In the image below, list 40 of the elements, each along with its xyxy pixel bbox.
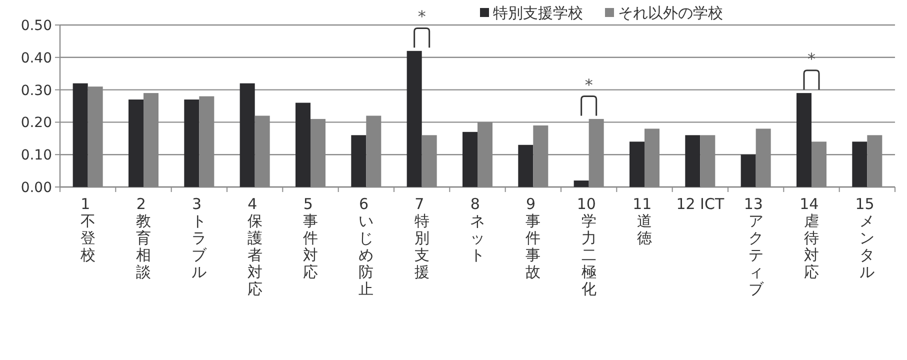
x-tick-label: 7 特別支援 [414, 195, 430, 281]
bar [518, 144, 534, 187]
bar [240, 83, 255, 187]
bar [796, 93, 812, 187]
x-tick-label: 13 アクティブ [744, 195, 768, 298]
y-tick-label: 0.40 [20, 50, 52, 66]
annotation: * [584, 75, 593, 94]
legend-label: それ以外の学校 [618, 4, 723, 22]
bar [462, 132, 478, 187]
legend-label: 特別支援学校 [493, 4, 583, 22]
y-tick-label: 0.30 [20, 82, 52, 99]
bar [72, 83, 88, 187]
bar [406, 50, 422, 187]
y-tick-label: 0.10 [20, 148, 52, 164]
x-tick-label: 5 事件対応 [303, 195, 318, 281]
x-tick-label: 6 いじめ防止 [358, 195, 374, 298]
bar [630, 142, 644, 187]
x-tick-label: 9 事件事故 [526, 195, 541, 281]
bar [852, 142, 868, 187]
x-tick-label: 10 学力二極化 [576, 195, 601, 298]
bar [128, 100, 144, 187]
x-tick-label: 11 道徳 [632, 195, 656, 247]
x-tick-label: 1 不登校 [79, 195, 96, 264]
x-tick-label: 3 トラブル [192, 195, 208, 281]
bar [685, 135, 700, 187]
x-tick-label: 2 教育相談 [136, 195, 151, 281]
y-tick-label: 0.50 [20, 18, 52, 34]
y-tick-label: 0.00 [20, 180, 52, 196]
bar [740, 154, 756, 187]
y-tick-label: 0.20 [20, 115, 52, 132]
bar [296, 102, 310, 187]
x-tick-label: 14 虐待対応 [800, 195, 824, 281]
bar [184, 100, 200, 187]
x-tick-label: 15 メンタル [855, 195, 880, 281]
bar [351, 135, 366, 187]
x-tick-label: 12 ICT [676, 195, 725, 213]
bar [574, 180, 589, 187]
x-tick-label: 8 ネット [470, 195, 485, 264]
annotation: * [418, 7, 426, 26]
x-tick-label: 4 保護者対応 [247, 195, 262, 298]
